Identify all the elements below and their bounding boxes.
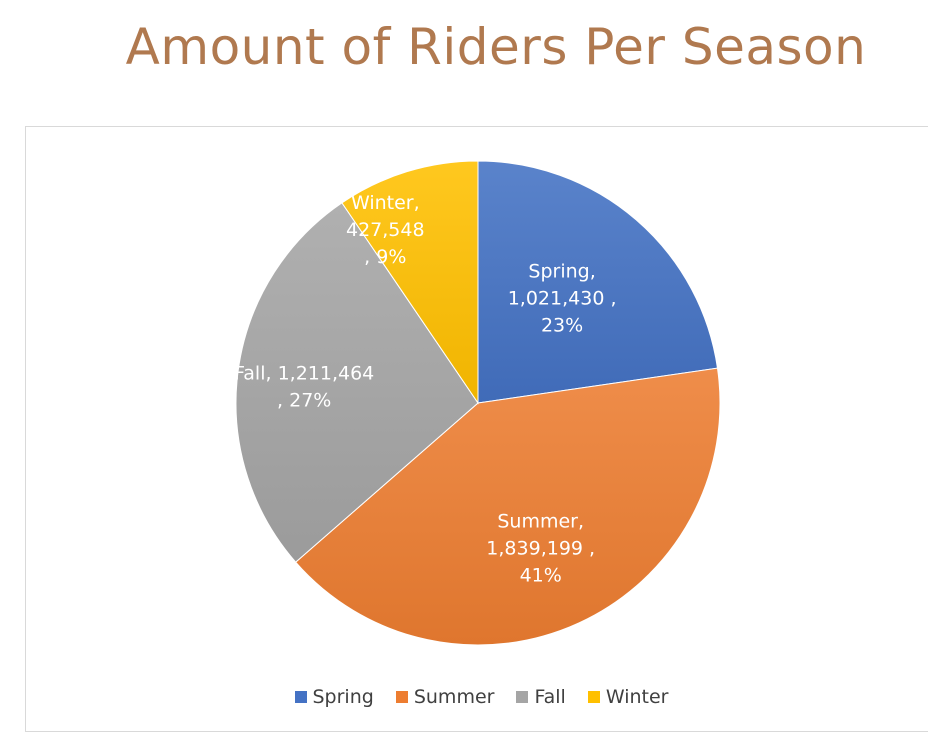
data-label-line: Winter, [351, 192, 420, 214]
data-label-line: 1,839,199 , [486, 537, 595, 559]
data-label-line: 1,021,430 , [508, 287, 617, 309]
data-label-line: Spring, [528, 260, 595, 282]
pie-slice-winter [341, 160, 479, 405]
page-title: Amount of Riders Per Season [125, 18, 867, 76]
legend-label-winter: Winter [605, 686, 669, 708]
legend-swatch-summer [395, 691, 408, 703]
legend-item-fall: Fall [516, 686, 566, 708]
data-label-winter: Winter, 427,548 , 9% [346, 192, 425, 268]
legend-item-winter: Winter [587, 686, 669, 708]
legend-label-spring: Spring [312, 686, 374, 708]
legend-swatch-fall [516, 691, 529, 703]
legend-item-spring: Spring [294, 686, 374, 708]
data-label-line: Fall, 1,211,464 [234, 362, 374, 384]
data-label-spring: Spring, 1,021,430 , 23% [508, 260, 617, 336]
legend-label-fall: Fall [534, 686, 566, 708]
pie-slice-spring [477, 160, 719, 404]
legend-item-summer: Summer [395, 686, 495, 708]
chart-legend: Spring Summer Fall Winter [0, 686, 928, 708]
pie-slice-fall [235, 202, 479, 563]
pie-data-labels: Spring, 1,021,430 , 23% Summer, 1,839,199 , 4… [234, 192, 617, 586]
data-label-summer: Summer, 1,839,199 , 41% [486, 510, 595, 586]
pie-slice-summer [295, 367, 721, 646]
data-label-line: , 9% [364, 246, 406, 268]
pie-slices [235, 160, 721, 646]
data-label-line: 41% [520, 564, 562, 586]
data-label-line: 23% [541, 314, 583, 336]
data-label-line: Summer, [497, 510, 584, 532]
data-label-line: 427,548 [346, 219, 425, 241]
data-label-fall: Fall, 1,211,464 , 27% [234, 362, 374, 411]
legend-swatch-winter [587, 691, 600, 703]
data-label-line: , 27% [277, 389, 331, 411]
legend-swatch-spring [294, 691, 307, 703]
legend-label-summer: Summer [413, 686, 495, 708]
